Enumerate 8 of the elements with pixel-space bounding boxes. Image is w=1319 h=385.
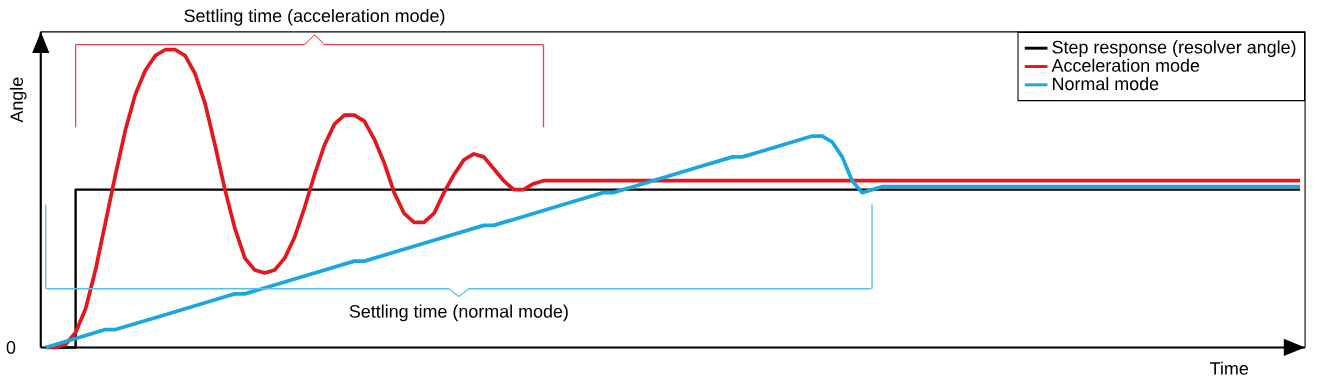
x-axis-title: Time [1210, 361, 1249, 375]
legend-label: Step response (resolver angle) [1052, 40, 1296, 57]
legend-label: Normal mode [1053, 76, 1159, 91]
legend-label: Acceleration mode [1051, 58, 1200, 72]
text: 0 [6, 340, 16, 354]
annotation: Settling time (normal mode) [349, 304, 568, 322]
y-axis-title: Angle [9, 77, 27, 123]
text: Settling time (acceleration mode) [184, 8, 445, 26]
